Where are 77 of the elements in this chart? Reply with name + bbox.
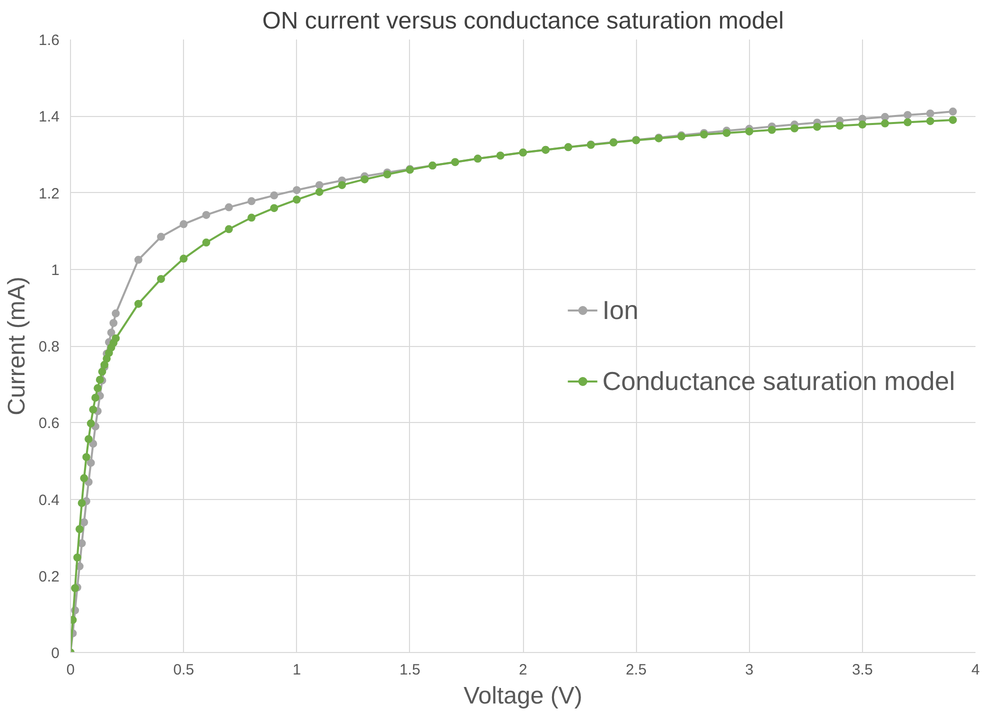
- x-tick-label: 4: [971, 662, 980, 678]
- point: [89, 440, 98, 448]
- point: [948, 116, 957, 124]
- x-tick-label: 2: [518, 662, 528, 678]
- point: [134, 256, 142, 264]
- point: [112, 334, 120, 342]
- point: [94, 384, 102, 392]
- point: [157, 274, 165, 283]
- x-tick-label: 2.5: [626, 662, 647, 678]
- point: [91, 394, 100, 402]
- point: [904, 110, 912, 119]
- y-tick-label: 0.2: [38, 568, 60, 586]
- point: [926, 109, 934, 118]
- point: [248, 214, 256, 222]
- point: [338, 181, 346, 190]
- point: [73, 553, 82, 562]
- y-tick-label: 1.4: [38, 108, 60, 126]
- point: [360, 175, 369, 184]
- x-tick-label: 0.5: [173, 662, 194, 678]
- x-axis-title: Voltage (V): [464, 682, 582, 710]
- point: [80, 474, 88, 482]
- legend-label: Conductance saturation model: [602, 366, 955, 396]
- point: [292, 186, 301, 194]
- point: [202, 210, 210, 219]
- point: [84, 435, 93, 444]
- point: [292, 196, 301, 204]
- point: [78, 499, 86, 508]
- point: [904, 118, 912, 126]
- x-tick-label: 3: [745, 662, 754, 678]
- point: [790, 124, 798, 132]
- y-tick-label: 0.8: [38, 338, 60, 356]
- point: [836, 122, 844, 130]
- point: [80, 518, 88, 526]
- point: [112, 309, 120, 318]
- point: [107, 328, 116, 337]
- y-tick-label: 0: [51, 645, 60, 662]
- y-tick-label: 1: [51, 262, 60, 279]
- point: [858, 120, 866, 129]
- y-tick-label: 1.6: [38, 32, 60, 49]
- point: [98, 368, 106, 376]
- point: [768, 126, 776, 134]
- point: [180, 254, 188, 263]
- point: [881, 112, 889, 121]
- point: [270, 191, 278, 200]
- y-tick-label: 0.4: [38, 492, 60, 509]
- chart-title: ON current versus conductance saturation model: [262, 8, 784, 34]
- point: [948, 108, 957, 116]
- legend-label: Ion: [602, 294, 638, 326]
- point: [157, 232, 165, 241]
- x-tick-label: 3.5: [852, 662, 873, 678]
- point: [224, 203, 233, 212]
- x-tick-label: 1.5: [399, 662, 420, 678]
- point: [202, 238, 210, 247]
- point: [82, 453, 90, 462]
- x-tick-label: 0: [66, 662, 75, 678]
- point: [881, 119, 889, 128]
- point: [100, 360, 108, 369]
- point: [180, 220, 188, 228]
- point: [86, 458, 95, 467]
- point: [270, 204, 278, 212]
- point: [89, 406, 98, 414]
- point: [134, 300, 142, 308]
- point: [315, 188, 324, 196]
- point: [86, 419, 95, 428]
- y-tick-label: 0.6: [38, 415, 60, 432]
- point: [109, 319, 118, 328]
- point: [813, 122, 822, 131]
- point: [248, 197, 256, 206]
- point: [76, 525, 84, 534]
- point: [96, 376, 104, 384]
- point: [745, 127, 754, 136]
- y-tick-label: 1.2: [38, 185, 60, 202]
- point: [926, 117, 934, 126]
- point: [224, 225, 233, 234]
- y-axis-title: Current (mA): [4, 276, 31, 416]
- point: [315, 181, 324, 190]
- x-tick-label: 1: [292, 662, 301, 678]
